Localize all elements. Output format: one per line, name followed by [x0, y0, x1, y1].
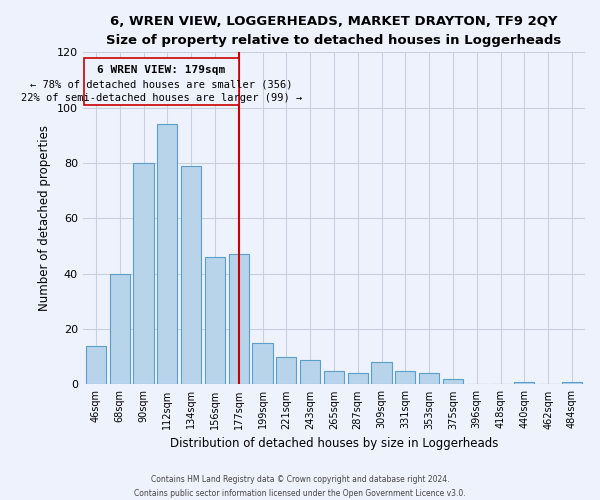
Bar: [562, 382, 582, 384]
Bar: [443, 379, 463, 384]
Title: 6, WREN VIEW, LOGGERHEADS, MARKET DRAYTON, TF9 2QY
Size of property relative to : 6, WREN VIEW, LOGGERHEADS, MARKET DRAYTO…: [106, 15, 562, 47]
Bar: [347, 374, 368, 384]
FancyBboxPatch shape: [84, 58, 239, 105]
Text: Contains HM Land Registry data © Crown copyright and database right 2024.
Contai: Contains HM Land Registry data © Crown c…: [134, 476, 466, 498]
Text: 22% of semi-detached houses are larger (99) →: 22% of semi-detached houses are larger (…: [21, 93, 302, 103]
Text: 6 WREN VIEW: 179sqm: 6 WREN VIEW: 179sqm: [97, 66, 226, 76]
Bar: [253, 343, 272, 384]
Bar: [229, 254, 249, 384]
X-axis label: Distribution of detached houses by size in Loggerheads: Distribution of detached houses by size …: [170, 437, 498, 450]
Bar: [157, 124, 178, 384]
Bar: [419, 374, 439, 384]
Bar: [133, 163, 154, 384]
Bar: [110, 274, 130, 384]
Bar: [371, 362, 392, 384]
Bar: [300, 360, 320, 384]
Y-axis label: Number of detached properties: Number of detached properties: [38, 126, 52, 312]
Bar: [181, 166, 201, 384]
Bar: [395, 370, 415, 384]
Bar: [324, 370, 344, 384]
Bar: [86, 346, 106, 385]
Bar: [205, 257, 225, 384]
Bar: [276, 357, 296, 384]
Text: ← 78% of detached houses are smaller (356): ← 78% of detached houses are smaller (35…: [30, 79, 293, 89]
Bar: [514, 382, 535, 384]
